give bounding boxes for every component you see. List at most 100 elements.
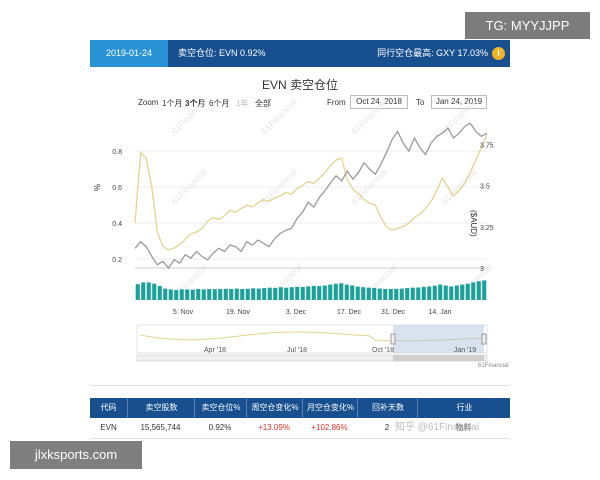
volume-bar	[377, 288, 382, 300]
td-industry: 物料	[455, 423, 472, 432]
volume-bar	[333, 283, 338, 300]
left-axis-label: %	[93, 183, 103, 192]
left-tick-label: 0.4	[112, 221, 122, 228]
volume-bar	[185, 289, 190, 300]
volume-bar	[289, 287, 294, 300]
volume-bar	[245, 288, 250, 300]
volume-bar	[449, 286, 454, 300]
watermark-text: 61Financial	[169, 97, 209, 137]
volume-bar	[427, 286, 432, 300]
table-row: EVN 15,565,744 0.92% +13.09% +102.86% 2 …	[90, 418, 510, 439]
volume-bar	[432, 285, 437, 300]
volume-bar	[328, 284, 333, 300]
right-tick-label: 3.5	[480, 184, 490, 191]
volume-bar	[229, 289, 234, 300]
navigator-frame	[136, 324, 488, 354]
header-bar: 2019-01-24 卖空仓位: EVN 0.92% 同行空仓最高: GXY 1…	[90, 40, 510, 67]
volume-bar	[174, 289, 179, 300]
navigator-tick-label: Oct '18	[372, 347, 394, 354]
volume-bar	[372, 287, 377, 300]
th-industry: 行业	[417, 398, 511, 418]
zoom-6m-button[interactable]: 6个月	[209, 99, 230, 108]
site-badge: jlxksports.com	[10, 441, 142, 469]
info-icon[interactable]: i	[492, 47, 505, 60]
volume-bar	[295, 286, 300, 300]
zoom-1y-button[interactable]: 1年	[236, 99, 249, 108]
td-days-to-cover: 2	[384, 423, 390, 432]
volume-bar	[421, 286, 426, 300]
zoom-label: Zoom	[138, 98, 159, 107]
navigator: Apr '18 Jul '18 Oct '18 Jan '19	[136, 324, 488, 362]
th-code: 代码	[100, 403, 117, 412]
volume-bar	[284, 287, 289, 300]
volume-bar	[405, 288, 410, 300]
right-axis-label: ($AUD)	[469, 210, 478, 237]
from-date-input[interactable]: Oct 24, 2018	[350, 95, 408, 109]
volume-bar	[190, 289, 195, 300]
tg-badge: TG: MYYJJPP	[465, 12, 590, 39]
th-days-to-cover: 回补天数	[357, 398, 418, 418]
volume-bar	[179, 289, 184, 300]
table-header: 代码 卖空股数 卖空仓位% 周空仓变化% 月空仓变化% 回补天数 行业	[90, 398, 510, 418]
x-tick-label: 3. Dec	[286, 309, 307, 316]
x-axis-ticks: 5. Nov 19. Nov 3. Dec 17. Dec 31. Dec 14. Jan	[173, 309, 452, 316]
td-weekly-change: +13.09%	[258, 423, 290, 432]
volume-bar	[339, 283, 344, 300]
volume-bar	[212, 289, 217, 300]
watermark-text: 61Financial	[349, 97, 389, 137]
volume-bar	[234, 288, 239, 300]
to-date-input[interactable]: Jan 24, 2019	[431, 95, 487, 109]
header-peer-highest: 同行空仓最高: GXY 17.03%	[377, 48, 488, 58]
volume-bar	[278, 287, 283, 300]
left-tick-label: 0.2	[112, 257, 122, 264]
to-label: To	[416, 98, 425, 107]
grid-layer	[135, 150, 487, 269]
volume-bar	[344, 284, 349, 300]
volume-bar	[196, 289, 201, 300]
series-layer	[134, 122, 488, 270]
from-label: From	[327, 98, 346, 107]
zoom-3m-button[interactable]: 3个月	[185, 99, 206, 108]
x-tick-label: 31. Dec	[381, 309, 406, 316]
navigator-handle-right	[481, 333, 487, 345]
volume-bar	[163, 288, 168, 300]
x-tick-label: 19. Nov	[226, 309, 251, 316]
right-axis: 3 3.25 3.5 3.75	[480, 143, 494, 273]
left-tick-label: 0.6	[112, 185, 122, 192]
chart-title: EVN 卖空仓位	[261, 78, 338, 92]
volume-bar	[460, 284, 465, 300]
volume-bar	[262, 288, 267, 300]
volume-bar	[410, 287, 415, 300]
volume-bar	[273, 287, 278, 300]
td-code[interactable]: EVN	[100, 423, 117, 432]
volume-bar	[168, 289, 173, 300]
th-short-shares: 卖空股数	[127, 398, 195, 418]
volume-bar	[135, 284, 140, 300]
zhihu-watermark: 知乎 @61Financial	[395, 422, 480, 433]
header-short-position: 卖空仓位: EVN 0.92%	[178, 48, 266, 58]
volume-bar	[388, 289, 393, 300]
volume-bar	[361, 287, 366, 300]
th-weekly-change: 周空仓变化%	[246, 398, 303, 418]
right-tick-label: 3	[480, 266, 484, 273]
volume-bar	[152, 283, 157, 300]
volume-bar	[355, 286, 360, 300]
volume-bar	[240, 289, 245, 300]
zoom-1m-button[interactable]: 1个月	[162, 99, 183, 108]
navigator-tick-label: Jan '19	[454, 347, 476, 354]
watermark-text: 61Financial	[259, 97, 299, 137]
left-tick-label: 0.8	[112, 149, 122, 156]
zoom-all-button[interactable]: 全部	[255, 99, 271, 108]
volume-bar	[394, 288, 399, 300]
x-tick-label: 5. Nov	[173, 309, 194, 316]
td-monthly-change: +102.86%	[311, 423, 348, 432]
volume-bar	[251, 288, 256, 300]
volume-bar	[438, 284, 443, 300]
th-monthly-change: 月空仓变化%	[302, 398, 358, 418]
divider	[90, 385, 510, 386]
volume-bar	[141, 282, 146, 300]
navigator-tick-label: Apr '18	[204, 347, 226, 354]
volume-bar	[366, 287, 371, 300]
volume-bar	[383, 289, 388, 300]
